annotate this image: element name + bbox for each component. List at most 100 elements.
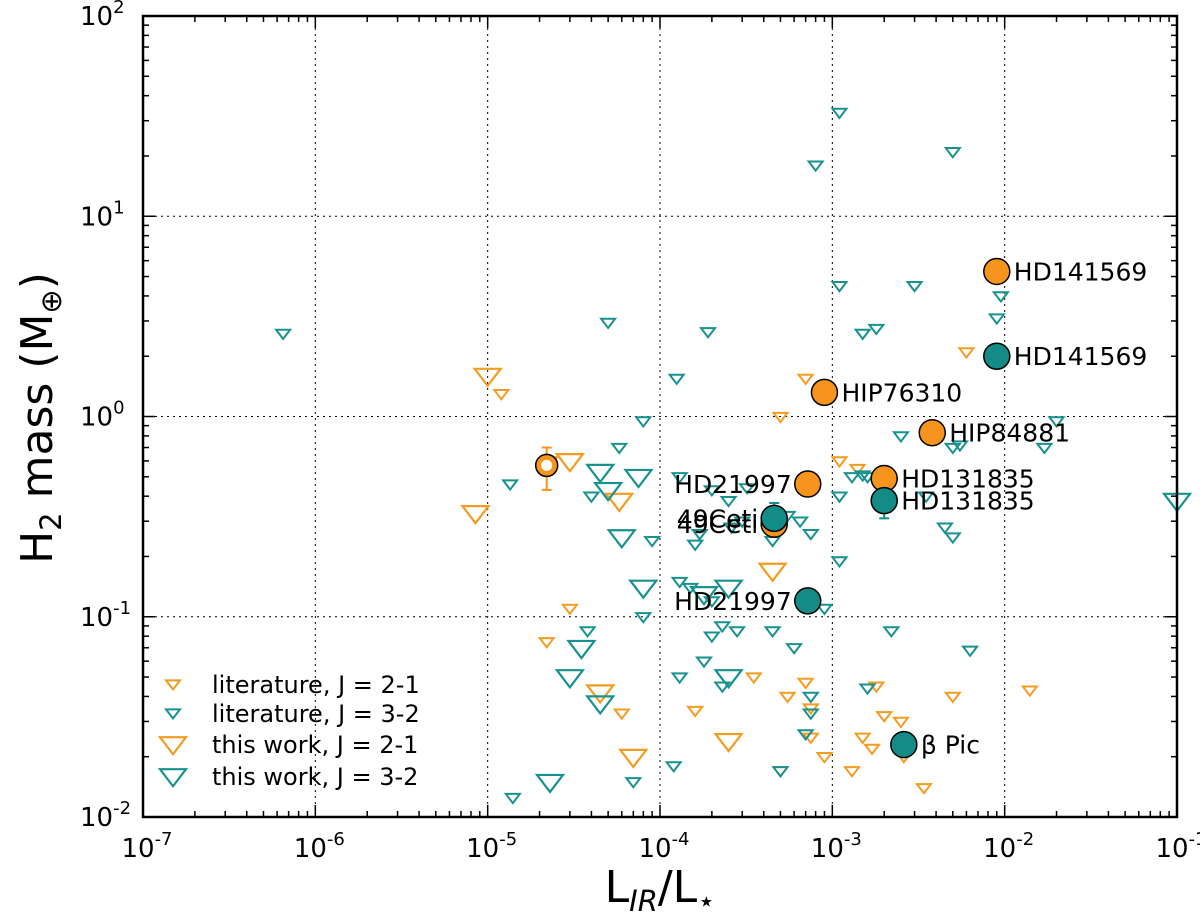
detection-point [793,587,822,615]
detection-point [760,504,788,533]
upper-limit-point [763,626,782,639]
legend-marker-tw21 [157,736,189,757]
detection-label: 49Ceti [677,504,758,533]
upper-limit-point [914,783,933,795]
upper-limit-point [634,416,653,429]
upper-limit-point [628,579,659,600]
upper-limit-point [686,539,705,552]
detection-label: HIP76310 [841,378,962,407]
upper-limit-point [688,586,720,606]
legend-label-lit21: literature, J = 2-1 [212,671,420,699]
detection-label: HD21997 [674,470,792,499]
upper-limit-point [830,556,849,569]
upper-limit-point [624,777,643,789]
upper-limit-point [917,491,936,504]
detection-label: HD21997 [674,587,792,616]
upper-limit-point [623,468,654,489]
legend-label-lit32: literature, J = 3-2 [212,700,420,728]
upper-limit-point [670,672,689,685]
x-tick-label: 10-2 [983,829,1034,864]
upper-limit-point [961,645,980,658]
upper-limit-point [744,672,763,685]
y-tick-label: 100 [80,398,125,433]
upper-limit-point [733,516,752,529]
x-tick-label: 10-7 [121,829,172,864]
upper-limit-point [950,440,969,453]
upper-limit-point [830,456,849,469]
upper-limit-point [757,562,788,583]
upper-limit-point [612,708,631,721]
upper-limit-point [599,317,618,330]
upper-limit-point [670,576,689,589]
legend-label-tw21: this work, J = 2-1 [212,731,418,759]
upper-limit-point [713,669,744,690]
upper-limit-point [785,643,804,655]
upper-limit-point [943,691,962,704]
upper-limit-point [694,656,714,669]
upper-limit-point [690,528,709,541]
detection-point [983,257,1011,286]
upper-limit-point [566,639,597,660]
y-tick-label: 10-1 [80,598,131,633]
upper-limit-point [842,766,861,779]
upper-limit-point [492,389,511,401]
upper-limit-point [699,327,718,339]
y-tick-label: 102 [80,0,125,32]
upper-limit-point [534,773,566,794]
special-point-center [541,459,553,471]
x-tick-label: 10-5 [466,829,517,864]
detection-label: 49Ceti [677,510,758,539]
upper-limit-point [667,373,686,386]
y-tick-label: 10-2 [80,798,131,833]
x-tick-label: 10-4 [638,829,689,864]
upper-limit-point [848,463,867,476]
legend-label-tw32: this work, J = 3-2 [212,763,418,791]
upper-limit-point [1035,442,1054,455]
upper-limit-point [791,516,810,529]
upper-limit-point [719,495,738,508]
x-tick-label: 10-6 [294,829,345,864]
upper-limit-point [664,761,683,774]
upper-limit-point [578,626,597,639]
x-tick-label: 10-1 [1155,829,1200,864]
upper-limit-point [610,442,629,455]
upper-limit-point [830,107,849,120]
upper-limit-point [853,328,872,341]
upper-limit-point [503,792,522,805]
legend-marker-tw32 [157,768,189,789]
detection-label: HD131835 [901,487,1034,516]
upper-limit-point [796,729,815,742]
detection-label: HIP84881 [949,419,1070,448]
x-tick-label: 10-3 [811,829,862,864]
detection-label: HD141569 [1014,257,1147,286]
tick-labels: 10-7 10-6 10-5 10-4 10-3 10-2 10-1 10-2 10-1 100 1… [80,0,1200,864]
detection-label: β Pic [921,731,980,760]
upper-limit-point [943,442,962,455]
upper-limit-point [554,453,586,473]
upper-limit-point [875,711,894,724]
upper-limit-point [460,504,491,525]
upper-limit-point [643,535,662,548]
upper-limit-point [801,528,820,541]
upper-limit-point [858,683,877,696]
detection-point [983,342,1011,370]
upper-limit-point [702,631,721,644]
upper-limit-point [796,677,815,690]
upper-limit-point [842,472,861,484]
y-tick-label: 101 [80,197,125,232]
upper-limit-point [582,491,601,504]
upper-limit-point [722,522,741,535]
upper-limit-point [778,691,797,704]
upper-limit-point [943,532,962,545]
upper-limit-point [863,743,882,756]
upper-limit-point [991,291,1010,304]
upper-limit-point [472,367,503,388]
upper-limit-point [634,612,653,624]
detection-point [793,470,822,498]
upper-limit-point [771,411,790,424]
legend-marker-lit32 [163,708,183,721]
detections: HD141569 HD141569 HIP76310 HIP84881 HD131835… [534,257,1147,760]
upper-limit-point [806,160,825,173]
